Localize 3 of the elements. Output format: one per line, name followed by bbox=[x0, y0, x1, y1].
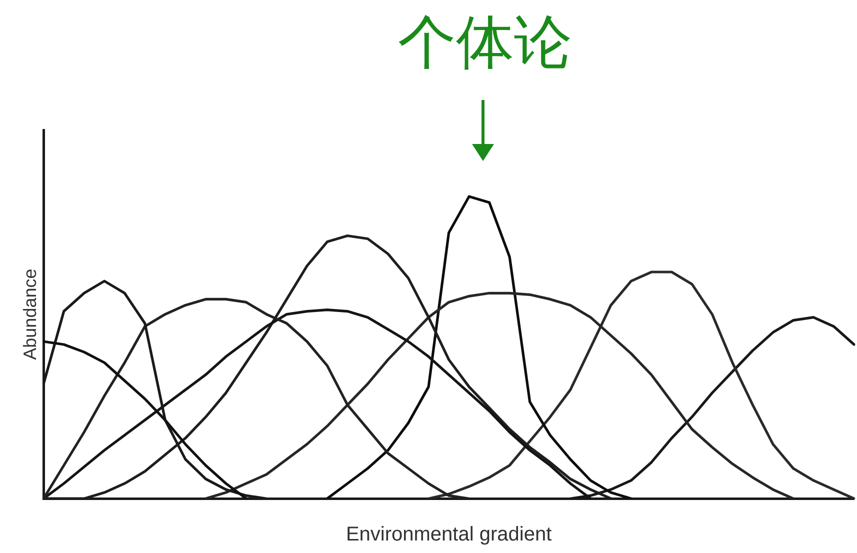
y-axis-title: Abundance bbox=[20, 268, 40, 360]
x-axis-title: Environmental gradient bbox=[346, 524, 552, 546]
chart-title: 个体论 bbox=[397, 7, 573, 78]
